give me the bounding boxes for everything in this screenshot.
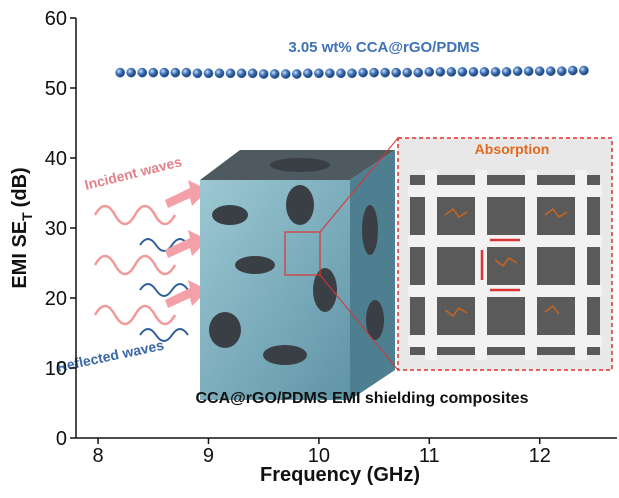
data-point (215, 69, 224, 78)
data-point (436, 67, 445, 76)
y-axis-label: EMI SET (dB) (9, 167, 35, 288)
data-point (281, 69, 290, 78)
data-point (325, 69, 334, 78)
annotation: CCA@rGO/PDMS EMI shielding composites (196, 390, 529, 407)
data-point (392, 68, 401, 77)
y-label-sub: T (19, 212, 35, 221)
y-tick-label: 50 (45, 78, 67, 100)
data-point (248, 69, 257, 78)
data-point (193, 69, 202, 78)
data-point (182, 68, 191, 77)
series-label: 3.05 wt% CCA@rGO/PDMS (288, 39, 479, 56)
data-point (127, 68, 136, 77)
data-point (535, 67, 544, 76)
x-tick-label: 9 (203, 445, 214, 467)
y-tick-label: 20 (45, 288, 67, 310)
data-point (314, 69, 323, 78)
data-point (491, 67, 500, 76)
data-point (414, 68, 423, 77)
data-point (425, 67, 434, 76)
y-tick-label: 0 (56, 428, 67, 450)
data-point (270, 69, 279, 78)
data-point (568, 66, 577, 75)
x-tick-label: 11 (419, 445, 440, 467)
annotation: Reflected waves (55, 337, 165, 375)
data-point (358, 68, 367, 77)
data-point (502, 67, 511, 76)
data-point (546, 67, 555, 76)
data-point (447, 67, 456, 76)
y-label-unit: (dB) (9, 167, 31, 207)
x-tick-label: 10 (308, 445, 330, 467)
data-point (171, 68, 180, 77)
data-point (480, 67, 489, 76)
x-tick-label: 8 (93, 445, 104, 467)
y-label-main: EMI SE (9, 221, 31, 289)
data-point (458, 67, 467, 76)
annotation: Absorption (475, 141, 550, 157)
data-point (381, 68, 390, 77)
data-point (226, 69, 235, 78)
data-point (579, 66, 588, 75)
data-point (403, 68, 412, 77)
data-point (524, 67, 533, 76)
y-tick-label: 10 (45, 358, 67, 380)
x-axis-label: Frequency (GHz) (260, 464, 420, 486)
data-point (303, 69, 312, 78)
data-point (259, 69, 268, 78)
data-point (116, 68, 125, 77)
y-tick-label: 40 (45, 148, 67, 170)
data-point (237, 69, 246, 78)
chart: 3.05 wt% CCA@rGO/PDMS Incident waves Ref… (0, 0, 619, 493)
data-point (469, 67, 478, 76)
data-point (336, 69, 345, 78)
data-point (138, 68, 147, 77)
x-tick-label: 12 (529, 445, 551, 467)
data-point (347, 69, 356, 78)
y-tick-label: 30 (45, 218, 67, 240)
data-point (204, 69, 213, 78)
data-point (292, 69, 301, 78)
data-point (160, 68, 169, 77)
illustration (95, 138, 612, 400)
y-tick-label: 60 (45, 8, 67, 30)
data-point (370, 68, 379, 77)
data-point (513, 67, 522, 76)
data-point (557, 67, 566, 76)
annotation: Incident waves (83, 153, 184, 193)
data-point (149, 68, 158, 77)
